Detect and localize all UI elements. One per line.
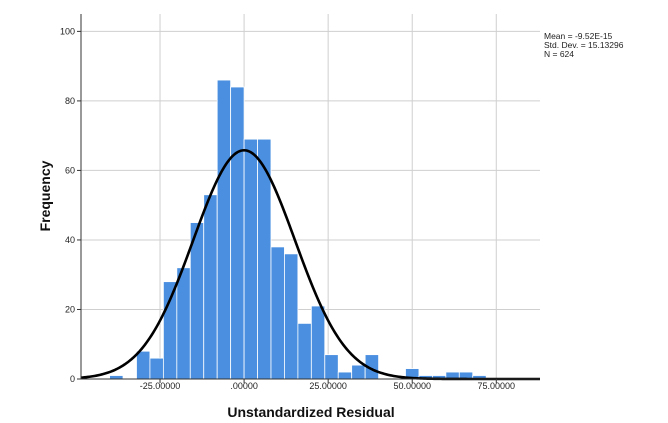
histogram-bar	[176, 267, 191, 380]
x-tick-labels: -25.00000 .00000 25.00000 50.00000 75.00000	[140, 381, 515, 391]
y-tick-label: 60	[65, 165, 75, 175]
histogram-bar	[270, 246, 285, 380]
histogram-bar	[136, 350, 151, 380]
x-tick-label: 25.00000	[309, 381, 347, 391]
y-tick-label: 20	[65, 304, 75, 314]
histogram-bar	[284, 253, 299, 380]
histogram-bar	[243, 138, 258, 380]
histogram-bar	[230, 86, 245, 380]
y-tick-labels: 0 20 40 60 80 100	[60, 26, 75, 384]
x-tick-label: 50.00000	[393, 381, 431, 391]
histogram-bar	[216, 79, 232, 380]
histogram-bar	[324, 354, 339, 380]
stats-box: Mean = -9.52E-15 Std. Dev. = 15.13296 N …	[544, 31, 624, 59]
histogram-bar	[297, 322, 312, 380]
y-tick-label: 100	[60, 26, 75, 36]
histogram-bars	[109, 79, 487, 380]
gridlines	[81, 14, 540, 379]
histogram-bar	[149, 357, 164, 380]
stats-std: Std. Dev. = 15.13296	[544, 40, 624, 50]
y-axis-title: Frequency	[37, 160, 53, 231]
histogram-bar	[109, 375, 124, 380]
histogram-bar	[203, 194, 218, 380]
histogram-bar	[337, 371, 353, 380]
y-tick-label: 80	[65, 96, 75, 106]
x-tick-label: .00000	[230, 381, 258, 391]
histogram-bar	[310, 305, 326, 380]
x-axis-title: Unstandardized Residual	[227, 404, 394, 420]
stats-n: N = 624	[544, 49, 574, 59]
x-tick-label: 75.00000	[478, 381, 516, 391]
x-tick-label: -25.00000	[140, 381, 181, 391]
y-tick-label: 40	[65, 235, 75, 245]
axes	[77, 14, 540, 383]
y-tick-label: 0	[70, 374, 75, 384]
stats-mean: Mean = -9.52E-15	[544, 31, 613, 41]
histogram-bar	[351, 364, 366, 380]
